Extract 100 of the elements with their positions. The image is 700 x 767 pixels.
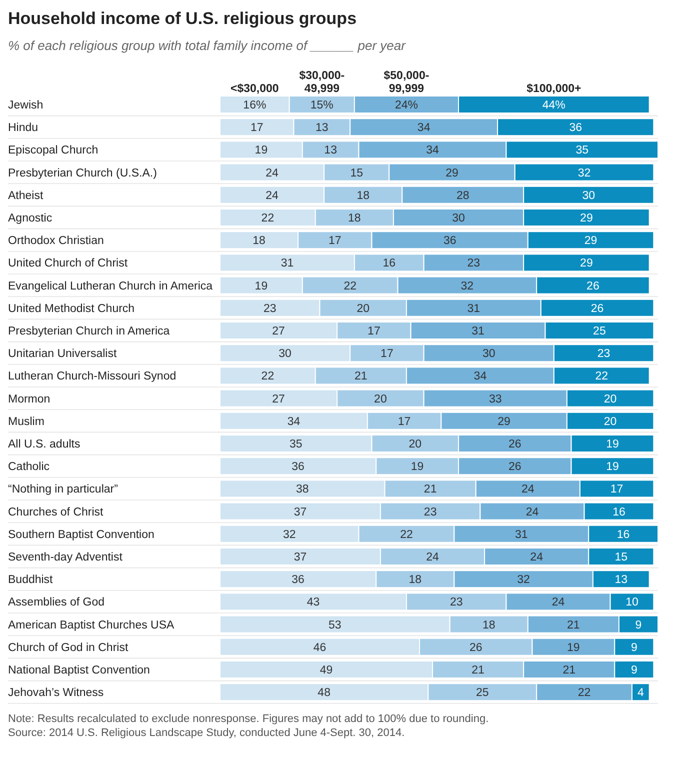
data-label: 23 [467,258,480,270]
data-label: 15 [614,552,628,564]
data-label: 20 [408,438,422,450]
data-label: 9 [630,664,638,676]
data-label: 36 [569,122,582,134]
data-label: 27 [272,326,285,338]
y-tick-label: Seventh-day Adventist [8,552,124,564]
chart-subtitle: % of each religious group with total family income of ______ per year [8,38,406,53]
data-label: 24 [552,596,566,609]
data-label: 4 [637,687,644,700]
y-tick-label: Unitarian Universalist [8,348,118,360]
data-label: 32 [578,167,591,180]
data-label: 34 [417,122,431,134]
data-label: 13 [316,122,328,134]
data-label: 9 [630,642,638,654]
y-tick-label: Mormon [8,393,50,406]
data-label: 19 [567,642,580,654]
data-label: 46 [313,642,326,654]
data-label: 29 [446,167,458,180]
y-tick-label: United Methodist Church [8,302,135,315]
data-label: 17 [398,416,411,428]
data-label: 17 [368,326,380,338]
data-label: 22 [261,370,274,383]
data-label: 24 [526,506,540,518]
data-label: 22 [261,212,274,224]
data-label: 24 [530,552,544,564]
chart-title: Household income of U.S. religious groups [8,9,357,28]
data-label: 22 [400,528,413,541]
data-label: 26 [586,280,600,292]
series-label: $50,000-99,999 [384,70,430,95]
data-label: 13 [324,144,337,157]
data-label: 34 [287,416,301,428]
data-label: 20 [374,393,387,406]
data-label: 24 [522,484,535,496]
y-tick-label: Evangelical Lutheran Church in America [8,280,214,292]
data-label: 18 [356,190,370,202]
data-label: 17 [328,235,342,248]
data-label: 36 [443,235,456,248]
y-tick-label: National Baptist Convention [8,664,150,676]
data-label: 33 [488,393,502,406]
data-label: 20 [604,393,617,406]
data-label: 21 [354,370,368,383]
data-label: 27 [272,393,285,406]
data-label: 17 [610,484,624,496]
data-label: 21 [567,619,580,632]
data-label: 23 [597,348,610,360]
data-label: 49 [320,664,333,676]
y-tick-label: Jehovah’s Witness [8,687,104,700]
data-label: 37 [294,506,307,518]
data-label: 16 [382,258,396,270]
y-tick-label: Episcopal Church [8,144,98,157]
data-label: 26 [508,461,522,474]
data-label: 48 [318,687,330,700]
data-label: 24% [394,100,418,112]
data-label: 16% [243,100,266,112]
data-label: 26 [508,438,522,450]
data-label: 29 [584,235,598,248]
data-label: 19 [254,144,268,157]
series-label: $30,000-49,999 [299,70,345,95]
data-label: 25 [476,687,489,700]
data-label: 22 [578,687,591,700]
data-label: 44% [542,100,566,112]
data-label: 25 [593,326,606,338]
data-label: 31 [467,302,480,315]
data-label: 43 [306,596,320,609]
data-label: 18 [482,619,496,632]
data-label: 24 [266,167,280,180]
data-label: 26 [590,302,604,315]
data-label: 19 [606,438,619,450]
y-tick-label: Jewish [8,100,44,112]
y-tick-label: Assemblies of God [8,596,105,609]
data-label: 9 [635,619,642,632]
data-label: 13 [614,574,628,586]
data-label: 10 [626,596,638,609]
y-tick-label: Churches of Christ [8,506,104,518]
data-label: 15 [350,167,363,180]
data-label: 23 [450,596,463,609]
data-label: 22 [344,280,356,292]
data-label: 19 [410,461,424,474]
data-label: 17 [250,122,264,134]
data-label: 36 [292,461,304,474]
data-label: 23 [424,506,437,518]
data-label: 35 [576,144,589,157]
y-tick-label: Buddhist [8,574,54,586]
series-label: $100,000+ [526,83,582,95]
data-label: 29 [498,416,510,428]
text: Note: Results recalculated to exclude nonresponse. Figures may not add to 100% due to rounding. [8,713,489,726]
data-label: 31 [280,258,294,270]
data-label: 31 [515,528,528,541]
data-label: 21 [472,664,484,676]
data-label: 29 [580,212,593,224]
data-label: 37 [294,552,307,564]
series-label: <$30,000 [230,83,279,95]
data-label: 17 [380,348,394,360]
data-label: 30 [482,348,496,360]
data-label: 24 [426,552,440,564]
y-tick-label: Catholic [8,461,50,474]
y-tick-label: Presbyterian Church (U.S.A.) [8,167,158,180]
y-tick-label: Church of God in Christ [8,642,129,654]
data-label: 36 [292,574,304,586]
